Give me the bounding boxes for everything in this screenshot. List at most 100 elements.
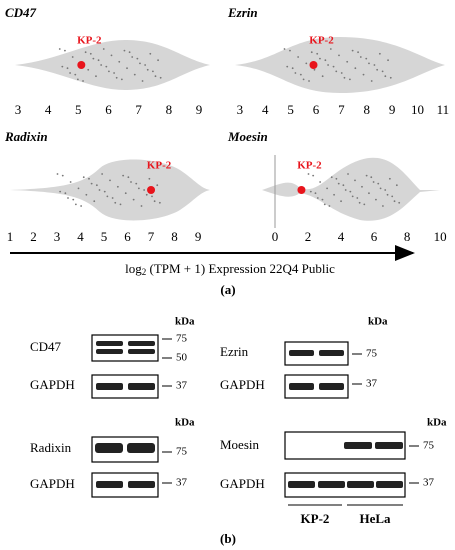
sample-dot <box>340 72 343 74</box>
protein-label: CD47 <box>30 339 62 354</box>
sample-dot <box>115 76 118 79</box>
x-tick-label: 4 <box>77 229 84 244</box>
sample-dot <box>93 200 96 203</box>
sample-dot <box>365 174 368 177</box>
panel-label: (a) <box>220 282 235 297</box>
sample-dot <box>395 184 398 187</box>
sample-dot <box>349 78 351 81</box>
x-tick-label: 5 <box>287 102 294 117</box>
sample-dot <box>302 78 305 81</box>
sample-dot <box>384 189 387 191</box>
unit-label: kDa <box>175 417 195 429</box>
protein-label: Ezrin <box>220 344 249 359</box>
sample-dot <box>97 59 100 62</box>
sample-dot <box>95 75 97 78</box>
sample-dot <box>377 182 380 185</box>
kp2-dot <box>309 61 318 69</box>
x-tick-label: 7 <box>135 102 142 117</box>
sample-dot <box>316 197 319 199</box>
sample-dot <box>149 52 152 55</box>
sample-dot <box>342 184 345 187</box>
sample-dot <box>130 181 132 183</box>
sample-dot <box>389 76 392 79</box>
sample-dot <box>291 67 294 70</box>
sample-dot <box>391 195 394 198</box>
sample-dot <box>109 179 111 182</box>
sample-dot <box>141 80 144 82</box>
sample-dot <box>106 195 109 198</box>
sample-dot <box>313 68 316 71</box>
sample-dot <box>88 177 90 180</box>
marker-label: 37 <box>176 477 188 489</box>
x-tick-label: 4 <box>45 102 52 117</box>
sample-dot <box>158 201 161 204</box>
marker-label: 37 <box>423 477 435 489</box>
marker-label: 75 <box>366 348 378 360</box>
sample-dot <box>157 59 159 62</box>
sample-dot <box>340 200 342 203</box>
sample-dot <box>58 48 61 50</box>
sample-dot <box>159 76 162 79</box>
sample-dot <box>386 193 389 196</box>
sample-dot <box>61 65 64 68</box>
sample-dot <box>131 56 134 58</box>
sample-dot <box>346 60 349 63</box>
sample-dot <box>152 70 154 73</box>
control-label: GAPDH <box>220 476 265 491</box>
sample-dot <box>151 195 153 198</box>
sample-dot <box>156 184 159 187</box>
sample-dot <box>56 173 59 175</box>
sample-dot <box>329 48 332 50</box>
sample-dot <box>132 198 135 201</box>
sample-dot <box>354 179 356 182</box>
sample-dot <box>308 80 310 82</box>
sample-dot <box>69 181 72 183</box>
sample-dot <box>102 48 105 50</box>
x-tick-label: 10 <box>434 229 447 244</box>
sample-dot <box>309 190 312 193</box>
sample-dot <box>154 75 157 78</box>
sample-dot <box>376 68 379 71</box>
x-tick-label: 4 <box>262 102 269 117</box>
sample-dot <box>64 49 66 52</box>
x-tick-label: 7 <box>338 102 345 117</box>
x-tick-label: 0 <box>272 229 279 244</box>
sample-dot <box>294 72 297 74</box>
sample-dot <box>324 59 327 62</box>
sample-dot <box>361 185 363 188</box>
sample-dot <box>85 193 88 196</box>
sample-dot <box>108 70 110 73</box>
sample-dot <box>100 64 103 66</box>
sample-dot <box>357 51 359 54</box>
sample-dot <box>77 187 80 190</box>
sample-dot <box>76 78 79 81</box>
sample-dot <box>153 200 156 203</box>
sample-dot <box>372 181 375 183</box>
sample-dot <box>101 173 104 175</box>
control-label: GAPDH <box>30 377 75 392</box>
sample-dot <box>136 57 139 60</box>
sample-dot <box>314 192 317 195</box>
sample-dot <box>137 187 140 190</box>
sample-dot <box>326 187 328 190</box>
sample-dot <box>332 65 335 68</box>
sample-dot <box>387 59 389 62</box>
sample-dot <box>381 70 384 73</box>
sample-dot <box>283 48 286 50</box>
sample-dot <box>119 203 122 206</box>
sample-dot <box>351 49 354 52</box>
sample-dot <box>120 78 123 81</box>
sample-dot <box>74 203 77 206</box>
sample-dot <box>327 64 329 66</box>
x-tick-label: 4 <box>338 229 345 244</box>
x-tick-label: 8 <box>404 229 411 244</box>
marker-label: 75 <box>423 440 435 452</box>
sample-dot <box>110 54 113 57</box>
sample-dot <box>330 176 333 179</box>
sample-dot <box>67 197 69 199</box>
panel-label: (b) <box>220 531 236 546</box>
sample-dot <box>337 182 340 185</box>
sample-dot <box>124 192 127 195</box>
unit-label: kDa <box>368 316 388 328</box>
sample-dot <box>144 64 147 66</box>
